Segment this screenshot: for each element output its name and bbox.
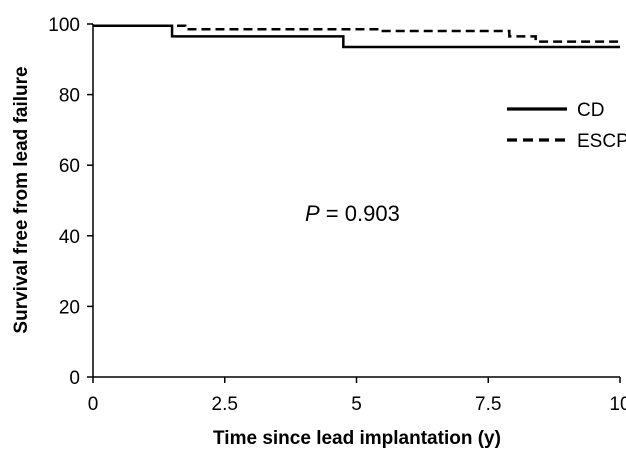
y-tick-label: 0 (69, 368, 80, 389)
x-tick-label: 10 (609, 394, 626, 415)
x-tick-label: 7.5 (475, 394, 501, 415)
legend-label-cd: CD (577, 100, 604, 121)
series-line-escp (93, 24, 620, 43)
y-axis-ticks: 0 20 40 60 80 100 (48, 15, 93, 389)
x-axis-title: Time since lead implantation (y) (213, 428, 501, 449)
series-line-cd (93, 24, 620, 49)
p-symbol: P (305, 201, 320, 226)
x-tick-label: 0 (88, 394, 99, 415)
y-tick-label: 60 (59, 156, 80, 177)
y-axis-title: Survival free from lead failure (11, 66, 32, 333)
x-tick-label: 2.5 (212, 394, 238, 415)
y-tick-label: 40 (59, 227, 80, 248)
x-axis-ticks: 0 2.5 5 7.5 10 (88, 377, 626, 415)
y-tick-label: 80 (59, 86, 80, 107)
x-tick-label: 5 (351, 394, 362, 415)
p-value: = 0.903 (320, 201, 400, 226)
plot-area (93, 24, 620, 49)
p-value-annotation: P = 0.903 (305, 201, 400, 226)
legend: CD ESCP (507, 100, 626, 152)
legend-label-escp: ESCP (577, 131, 626, 152)
y-tick-label: 100 (48, 15, 80, 36)
y-tick-label: 20 (59, 297, 80, 318)
